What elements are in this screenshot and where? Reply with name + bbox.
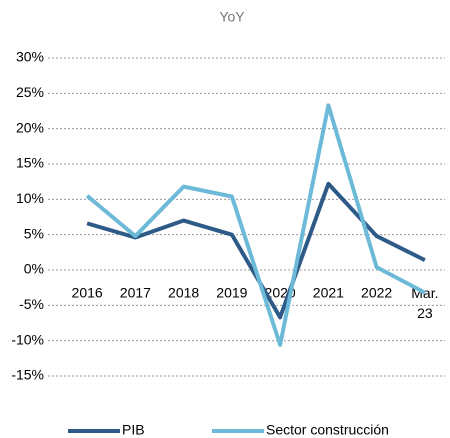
legend-label: PIB <box>122 422 145 438</box>
y-tick-label: -15% <box>11 367 44 383</box>
x-tick-label: 2017 <box>120 285 151 301</box>
y-tick-label: 25% <box>16 84 44 100</box>
y-tick-label: -10% <box>11 331 44 347</box>
x-tick-label: 2019 <box>216 285 247 301</box>
y-tick-label: 30% <box>16 49 44 65</box>
x-tick-label: Mar. 23 <box>411 285 438 321</box>
y-tick-label: 20% <box>16 119 44 135</box>
x-tick-label: 2021 <box>313 285 344 301</box>
x-tick-label: 2016 <box>72 285 103 301</box>
x-tick-label: 2018 <box>168 285 199 301</box>
chart-title: YoY <box>219 9 245 25</box>
y-tick-label: 10% <box>16 190 44 206</box>
legend-label: Sector construcción <box>266 422 389 438</box>
series-line <box>85 103 426 347</box>
y-tick-label: -5% <box>19 296 44 312</box>
y-tick-label: 15% <box>16 155 44 171</box>
x-tick-label: 2022 <box>361 285 392 301</box>
y-tick-label: 0% <box>24 261 44 277</box>
y-tick-label: 5% <box>24 225 44 241</box>
